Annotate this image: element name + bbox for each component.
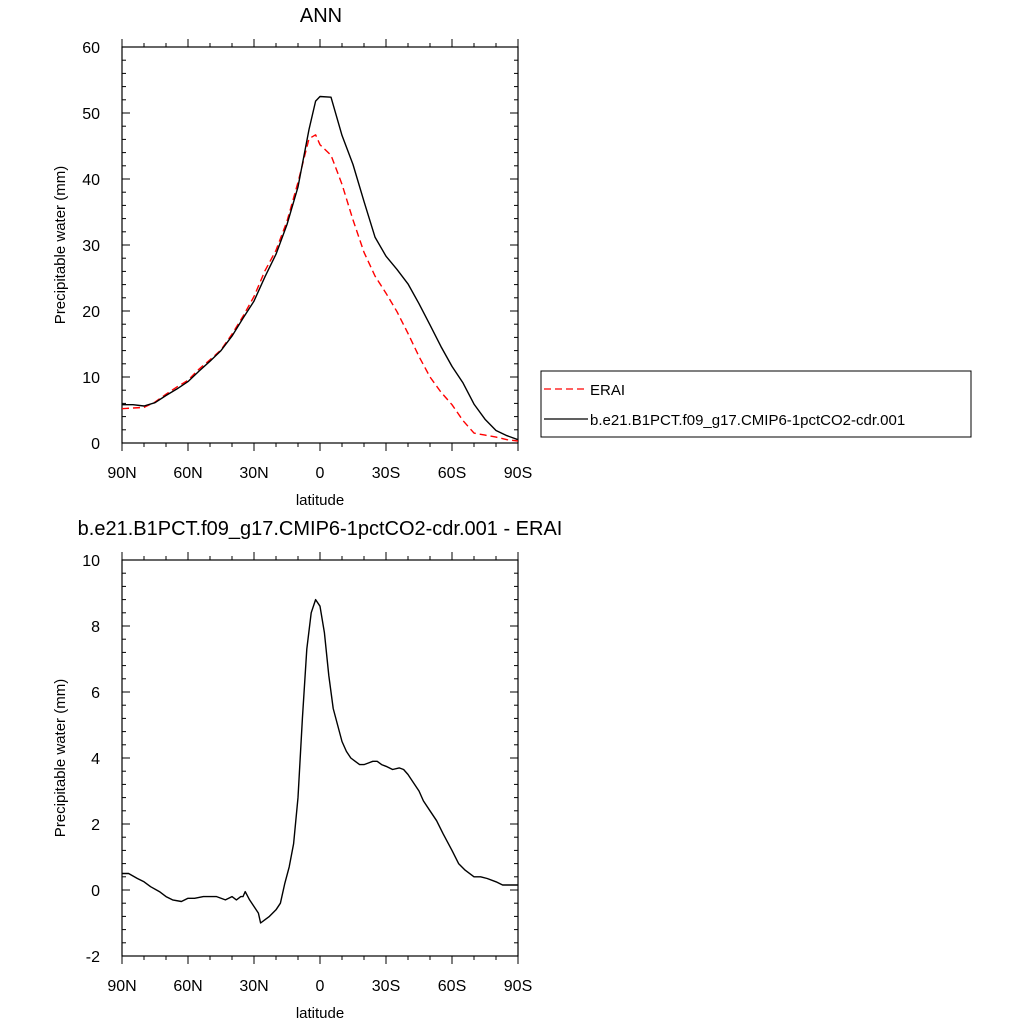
x-tick-label: 90S	[504, 978, 532, 995]
legend-label-model: b.e21.B1PCT.f09_g17.CMIP6-1pctCO2-cdr.00…	[590, 412, 905, 429]
x-axis: 90N 60N 30N 0 30S 60S 90S	[107, 552, 532, 995]
x-tick-label: 60S	[438, 465, 466, 482]
x-tick-label: 30S	[372, 978, 400, 995]
y-tick-label: -2	[86, 949, 100, 966]
x-tick-label: 60S	[438, 978, 466, 995]
y-tick-label: 30	[82, 238, 100, 255]
x-tick-label: 60N	[173, 978, 202, 995]
y-axis-label: Precipitable water (mm)	[52, 679, 69, 837]
legend-box	[540, 370, 972, 438]
y-tick-label: 20	[82, 304, 100, 321]
x-tick-label: 90N	[107, 978, 136, 995]
y-tick-label: 2	[91, 817, 100, 834]
y-tick-label: 50	[82, 106, 100, 123]
y-axis-label: Precipitable water (mm)	[52, 166, 69, 324]
difference-panel: b.e21.B1PCT.f09_g17.CMIP6-1pctCO2-cdr.00…	[52, 518, 562, 1022]
series-lines	[122, 598, 518, 924]
legend-label-erai: ERAI	[590, 382, 625, 399]
y-axis: -2 0 2 4 6 8 10	[82, 553, 518, 966]
x-tick-label: 0	[316, 978, 325, 995]
panel-title: b.e21.B1PCT.f09_g17.CMIP6-1pctCO2-cdr.00…	[78, 518, 563, 540]
y-tick-label: 8	[91, 619, 100, 636]
y-axis: 0 10 20 30 40 50 60	[82, 40, 518, 453]
x-tick-label: 60N	[173, 465, 202, 482]
x-tick-label: 0	[316, 465, 325, 482]
series-line-model	[122, 598, 518, 924]
y-tick-label: 0	[91, 436, 100, 453]
y-tick-label: 10	[82, 553, 100, 570]
x-tick-label: 30S	[372, 465, 400, 482]
series-lines	[121, 95, 519, 442]
y-tick-label: 40	[82, 172, 100, 189]
y-tick-label: 10	[82, 370, 100, 387]
x-tick-label: 90S	[504, 465, 532, 482]
x-tick-label: 30N	[239, 978, 268, 995]
y-tick-label: 0	[91, 883, 100, 900]
y-tick-label: 6	[91, 685, 100, 702]
panel-title: ANN	[300, 5, 342, 27]
series-line-erai	[121, 134, 519, 442]
plot-frame	[121, 559, 519, 957]
x-tick-label: 30N	[239, 465, 268, 482]
x-axis-label: latitude	[296, 492, 344, 509]
x-tick-label: 90N	[107, 465, 136, 482]
y-tick-label: 4	[91, 751, 100, 768]
annual-mean-panel: ANN 0 10 20 30 40 50 60 90N 60N 30N 0 30S 60S 90S la…	[52, 5, 532, 509]
series-line-model	[122, 95, 519, 441]
x-axis-label: latitude	[296, 1005, 344, 1022]
x-axis: 90N 60N 30N 0 30S 60S 90S	[107, 39, 532, 482]
y-tick-label: 60	[82, 40, 100, 57]
legend: ERAI b.e21.B1PCT.f09_g17.CMIP6-1pctCO2-c…	[540, 370, 972, 438]
